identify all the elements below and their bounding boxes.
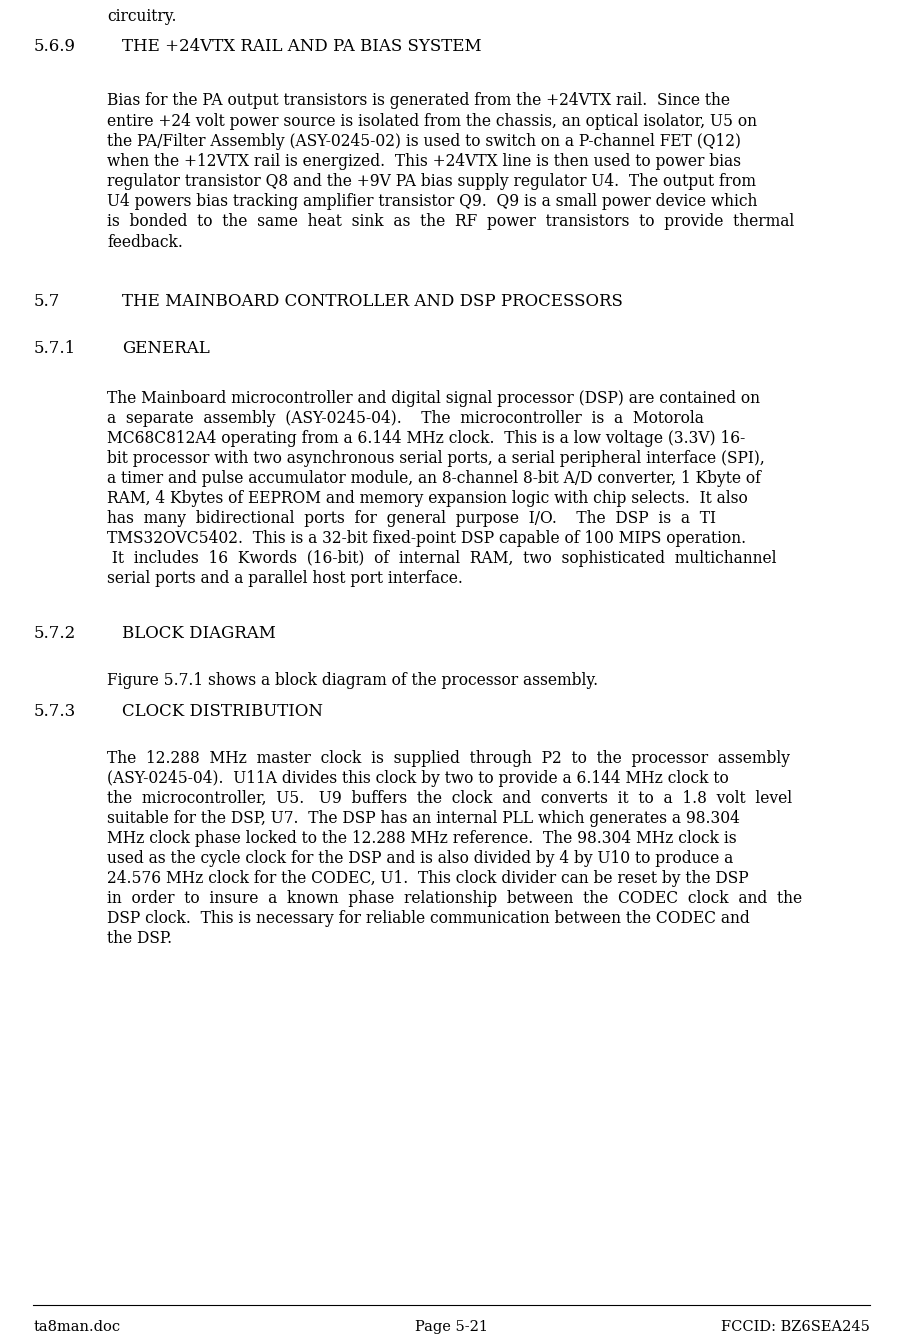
Text: a  separate  assembly  (ASY-0245-04).    The  microcontroller  is  a  Motorola: a separate assembly (ASY-0245-04). The m… <box>107 410 704 427</box>
Text: has  many  bidirectional  ports  for  general  purpose  I/O.    The  DSP  is  a : has many bidirectional ports for general… <box>107 510 715 526</box>
Text: suitable for the DSP, U7.  The DSP has an internal PLL which generates a 98.304: suitable for the DSP, U7. The DSP has an… <box>107 810 740 827</box>
Text: FCCID: BZ6SEA245: FCCID: BZ6SEA245 <box>720 1320 869 1334</box>
Text: 5.7.1: 5.7.1 <box>33 340 76 357</box>
Text: is  bonded  to  the  same  heat  sink  as  the  RF  power  transistors  to  prov: is bonded to the same heat sink as the R… <box>107 214 794 230</box>
Text: 5.6.9: 5.6.9 <box>33 38 76 55</box>
Text: GENERAL: GENERAL <box>122 340 209 357</box>
Text: 24.576 MHz clock for the CODEC, U1.  This clock divider can be reset by the DSP: 24.576 MHz clock for the CODEC, U1. This… <box>107 870 749 886</box>
Text: CLOCK DISTRIBUTION: CLOCK DISTRIBUTION <box>122 702 323 720</box>
Text: (ASY-0245-04).  U11A divides this clock by two to provide a 6.144 MHz clock to: (ASY-0245-04). U11A divides this clock b… <box>107 770 729 787</box>
Text: BLOCK DIAGRAM: BLOCK DIAGRAM <box>122 624 275 642</box>
Text: U4 powers bias tracking amplifier transistor Q9.  Q9 is a small power device whi: U4 powers bias tracking amplifier transi… <box>107 193 757 210</box>
Text: 5.7.3: 5.7.3 <box>33 702 76 720</box>
Text: bit processor with two asynchronous serial ports, a serial peripheral interface : bit processor with two asynchronous seri… <box>107 450 764 467</box>
Text: It  includes  16  Kwords  (16-bit)  of  internal  RAM,  two  sophisticated  mult: It includes 16 Kwords (16-bit) of intern… <box>107 551 776 567</box>
Text: the PA/Filter Assembly (ASY-0245-02) is used to switch on a P-channel FET (Q12): the PA/Filter Assembly (ASY-0245-02) is … <box>107 133 741 150</box>
Text: feedback.: feedback. <box>107 234 183 251</box>
Text: MHz clock phase locked to the 12.288 MHz reference.  The 98.304 MHz clock is: MHz clock phase locked to the 12.288 MHz… <box>107 830 736 847</box>
Text: Bias for the PA output transistors is generated from the +24VTX rail.  Since the: Bias for the PA output transistors is ge… <box>107 93 730 109</box>
Text: when the +12VTX rail is energized.  This +24VTX line is then used to power bias: when the +12VTX rail is energized. This … <box>107 153 741 171</box>
Text: The  12.288  MHz  master  clock  is  supplied  through  P2  to  the  processor  : The 12.288 MHz master clock is supplied … <box>107 749 789 767</box>
Text: 5.7.2: 5.7.2 <box>33 624 76 642</box>
Text: entire +24 volt power source is isolated from the chassis, an optical isolator, : entire +24 volt power source is isolated… <box>107 113 757 130</box>
Text: the DSP.: the DSP. <box>107 929 172 947</box>
Text: ta8man.doc: ta8man.doc <box>33 1320 120 1334</box>
Text: a timer and pulse accumulator module, an 8-channel 8-bit A/D converter, 1 Kbyte : a timer and pulse accumulator module, an… <box>107 470 760 488</box>
Text: The Mainboard microcontroller and digital signal processor (DSP) are contained o: The Mainboard microcontroller and digita… <box>107 389 759 407</box>
Text: Figure 5.7.1 shows a block diagram of the processor assembly.: Figure 5.7.1 shows a block diagram of th… <box>107 672 598 689</box>
Text: in  order  to  insure  a  known  phase  relationship  between  the  CODEC  clock: in order to insure a known phase relatio… <box>107 890 802 907</box>
Text: RAM, 4 Kbytes of EEPROM and memory expansion logic with chip selects.  It also: RAM, 4 Kbytes of EEPROM and memory expan… <box>107 490 748 508</box>
Text: circuitry.: circuitry. <box>107 8 177 26</box>
Text: DSP clock.  This is necessary for reliable communication between the CODEC and: DSP clock. This is necessary for reliabl… <box>107 911 750 927</box>
Text: TMS32OVC5402.  This is a 32-bit fixed-point DSP capable of 100 MIPS operation.: TMS32OVC5402. This is a 32-bit fixed-poi… <box>107 530 746 547</box>
Text: the  microcontroller,  U5.   U9  buffers  the  clock  and  converts  it  to  a  : the microcontroller, U5. U9 buffers the … <box>107 790 792 807</box>
Text: THE +24VTX RAIL AND PA BIAS SYSTEM: THE +24VTX RAIL AND PA BIAS SYSTEM <box>122 38 481 55</box>
Text: regulator transistor Q8 and the +9V PA bias supply regulator U4.  The output fro: regulator transistor Q8 and the +9V PA b… <box>107 173 756 189</box>
Text: serial ports and a parallel host port interface.: serial ports and a parallel host port in… <box>107 569 463 587</box>
Text: MC68C812A4 operating from a 6.144 MHz clock.  This is a low voltage (3.3V) 16-: MC68C812A4 operating from a 6.144 MHz cl… <box>107 430 745 447</box>
Text: 5.7: 5.7 <box>33 293 60 310</box>
Text: Page 5-21: Page 5-21 <box>415 1320 487 1334</box>
Text: THE MAINBOARD CONTROLLER AND DSP PROCESSORS: THE MAINBOARD CONTROLLER AND DSP PROCESS… <box>122 293 622 310</box>
Text: used as the cycle clock for the DSP and is also divided by 4 by U10 to produce a: used as the cycle clock for the DSP and … <box>107 850 733 868</box>
